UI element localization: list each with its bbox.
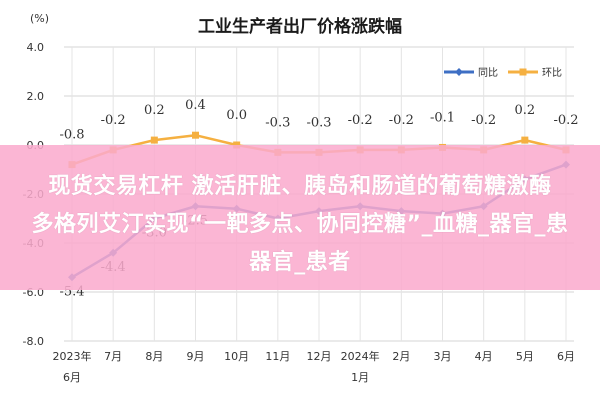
x-tick-label: 8月 xyxy=(145,350,163,363)
data-point-mom xyxy=(521,136,529,144)
x-tick-label: 2023年 xyxy=(53,349,92,363)
x-tick-label: 11月 xyxy=(265,350,290,363)
data-label-mom: -0.2 xyxy=(389,113,414,128)
x-tick-label-secondary: 6月 xyxy=(63,371,81,384)
data-label-mom: 0.0 xyxy=(226,108,247,123)
data-label-mom: -0.3 xyxy=(265,115,290,130)
data-label-mom: 0.2 xyxy=(514,103,535,118)
overlay-banner xyxy=(0,145,600,290)
legend-label: 环比 xyxy=(542,67,562,79)
x-tick-label: 2024年 xyxy=(341,349,380,363)
data-label-mom: -0.3 xyxy=(306,115,331,130)
x-tick-label: 2月 xyxy=(392,350,410,363)
x-tick-label: 10月 xyxy=(224,350,249,363)
legend-marker xyxy=(455,68,463,76)
x-tick-label: 3月 xyxy=(434,350,452,363)
x-tick-label-secondary: 1月 xyxy=(351,371,369,384)
y-tick-label: 4.0 xyxy=(27,41,45,54)
data-point-mom xyxy=(150,136,158,144)
x-tick-label: 6月 xyxy=(557,350,575,363)
data-label-mom: 0.2 xyxy=(144,103,165,118)
chart-title: 工业生产者出厂价格涨跌幅 xyxy=(198,16,402,37)
x-tick-label: 4月 xyxy=(475,350,493,363)
legend: 同比 环比 xyxy=(444,67,562,79)
data-label-mom: -0.2 xyxy=(101,113,126,128)
overlay-text-line-3: 器官_患者 xyxy=(249,250,351,275)
x-tick-label: 7月 xyxy=(104,350,122,363)
data-point-mom xyxy=(192,131,199,139)
y-tick-label: 2.0 xyxy=(27,90,45,103)
y-axis-unit: (%) xyxy=(30,12,49,25)
data-label-mom: -0.2 xyxy=(553,113,578,128)
data-label-mom: -0.1 xyxy=(430,110,455,125)
data-label-mom: -0.2 xyxy=(471,113,496,128)
data-label-mom: -0.8 xyxy=(59,128,84,143)
x-tick-label: 12月 xyxy=(307,350,332,363)
x-tick-label: 5月 xyxy=(516,350,534,363)
data-label-mom: -0.2 xyxy=(348,113,373,128)
x-tick-label: 9月 xyxy=(187,350,205,363)
y-tick-label: -8.0 xyxy=(23,335,44,348)
legend-marker xyxy=(519,68,527,76)
overlay-text-line-2: 多格列艾汀实现“一靶多点、协同控糖”_血糖_器官_患 xyxy=(31,212,569,237)
overlay-text-line-1: 现货交易杠杆 激活肝脏、胰岛和肠道的葡萄糖激酶 xyxy=(48,174,552,199)
data-label-mom: 0.4 xyxy=(185,98,206,113)
legend-label: 同比 xyxy=(478,67,498,79)
